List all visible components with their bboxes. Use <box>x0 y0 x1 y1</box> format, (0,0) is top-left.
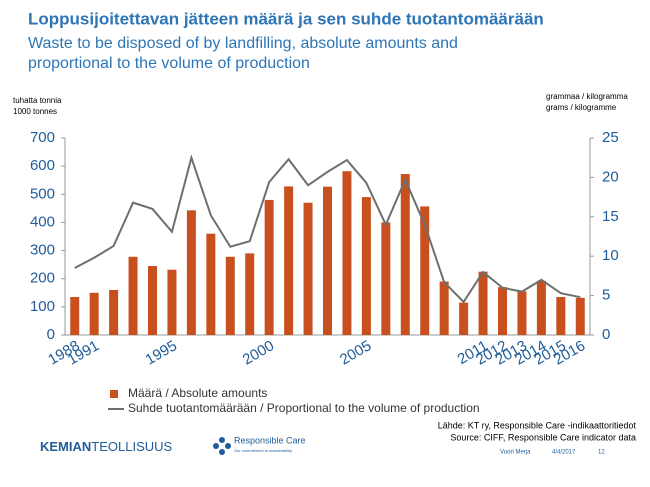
y2-tick-label: 5 <box>602 287 610 304</box>
y2-label: grams / kilogramme <box>546 103 617 112</box>
bar <box>381 222 391 335</box>
bar <box>109 289 119 335</box>
y-tick-label: 0 <box>47 326 55 343</box>
logo-bold: KEMIAN <box>40 439 91 454</box>
y-tick-label: 400 <box>30 213 55 230</box>
bar <box>245 253 255 335</box>
author: Vuori Merja <box>500 450 531 456</box>
y2-tick-label: 20 <box>602 168 619 185</box>
y2-tick-label: 15 <box>602 208 619 225</box>
bar <box>420 206 430 335</box>
bar <box>167 269 177 335</box>
source: Lähde: KT ry, Responsible Care -indikaat… <box>438 420 637 430</box>
y-label: 1000 tonnes <box>13 107 57 116</box>
y2-tick-label: 0 <box>602 326 610 343</box>
legend-label: Suhde tuotantomäärään / Proportional to … <box>128 401 480 415</box>
source: Source: CIFF, Responsible Care indicator… <box>450 432 636 442</box>
bar <box>148 266 157 335</box>
bar <box>556 297 566 335</box>
chart-subtitle-2: proportional to the volume of production <box>28 55 310 72</box>
bar <box>284 186 294 335</box>
bar <box>361 197 371 335</box>
logo: KEMIANTEOLLISUUS <box>40 439 173 454</box>
chart-title: Loppusijoitettavan jätteen määrä ja sen … <box>28 9 544 28</box>
x-tick-label: 1995 <box>143 337 180 368</box>
bar <box>459 302 469 335</box>
rc-tagline: Our commitment to sustainability <box>234 448 292 453</box>
bar <box>128 256 138 335</box>
y2-label: grammaa / kilogramma <box>546 92 628 101</box>
bar <box>536 280 546 335</box>
y-tick-label: 100 <box>30 298 55 315</box>
y2-tick-label: 10 <box>602 247 619 264</box>
bar <box>478 271 488 335</box>
x-tick-label: 2005 <box>337 337 374 368</box>
page-number: 12 <box>598 450 605 456</box>
y-tick-label: 600 <box>30 157 55 174</box>
bar <box>264 199 274 335</box>
bar <box>70 297 80 335</box>
bar <box>400 174 410 335</box>
y-tick-label: 700 <box>30 129 55 146</box>
y-tick-label: 500 <box>30 185 55 202</box>
y-tick-label: 200 <box>30 270 55 287</box>
bar <box>206 233 216 335</box>
logo-rest: TEOLLISUUS <box>91 439 172 454</box>
bar <box>186 210 196 335</box>
rc-icon <box>213 437 231 455</box>
x-tick-label: 2000 <box>240 337 277 368</box>
line <box>74 154 581 304</box>
y-tick-label: 300 <box>30 242 55 259</box>
bar <box>225 256 235 335</box>
bar <box>439 281 449 335</box>
date: 4/4/2017 <box>552 450 576 456</box>
y-label: tuhatta tonnia <box>13 96 62 105</box>
rc-name: Responsible Care <box>234 435 306 445</box>
bar <box>342 171 352 335</box>
y2-tick-label: 25 <box>602 129 619 146</box>
bar <box>323 186 332 335</box>
bar <box>498 287 507 335</box>
bar <box>517 291 527 335</box>
bar <box>303 202 313 335</box>
legend-label: Määrä / Absolute amounts <box>128 386 267 400</box>
bar <box>89 292 99 335</box>
bar <box>575 297 585 335</box>
legend-swatch <box>110 390 118 398</box>
chart-subtitle-1: Waste to be disposed of by landfilling, … <box>28 35 458 52</box>
